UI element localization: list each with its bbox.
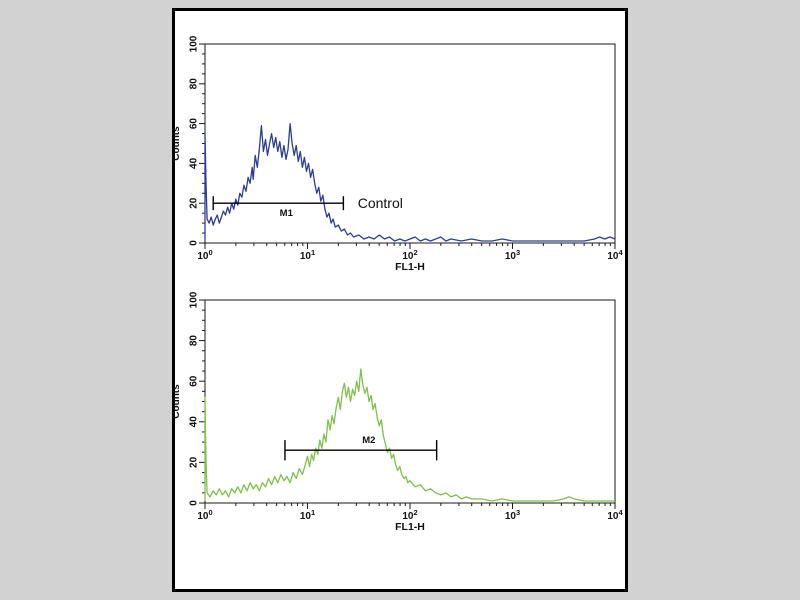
- y-tick-label: 40: [189, 416, 200, 428]
- x-tick-label: 101: [300, 248, 315, 262]
- x-tick-label: 100: [197, 508, 212, 522]
- y-tick-label: 100: [189, 291, 200, 308]
- x-tick-label: 102: [402, 508, 417, 522]
- y-axis-title: Counts: [171, 384, 182, 419]
- y-tick-label: 20: [189, 456, 200, 468]
- histogram-trace: [204, 368, 615, 502]
- y-tick-label: 60: [189, 118, 200, 130]
- x-axis-title: FL1-H: [395, 521, 425, 533]
- y-tick-label: 20: [189, 197, 200, 209]
- y-tick-label: 0: [189, 240, 200, 246]
- y-tick-label: 0: [189, 500, 200, 506]
- y-axis-title: Counts: [171, 126, 182, 161]
- marker-label: M2: [362, 435, 375, 446]
- annotation-label: Control: [358, 195, 403, 211]
- marker-label: M1: [280, 208, 294, 219]
- y-tick-label: 60: [189, 375, 200, 387]
- x-tick-label: 104: [607, 508, 623, 522]
- y-tick-label: 80: [189, 78, 200, 90]
- histogram-trace: [204, 122, 616, 242]
- y-tick-label: 100: [189, 35, 200, 52]
- x-tick-label: 104: [607, 248, 623, 262]
- y-tick-label: 80: [189, 335, 200, 347]
- x-tick-label: 102: [402, 248, 417, 262]
- x-tick-label: 103: [505, 248, 520, 262]
- plot-frame: [204, 299, 616, 504]
- top-histogram-panel: 0 20 40 60 80 100 100 101 102 103 104 Counts FL1-H M1…: [171, 35, 623, 273]
- x-axis-title: FL1-H: [395, 261, 425, 273]
- x-tick-label: 101: [300, 508, 315, 522]
- bottom-histogram-panel: 0 20 40 60 80 100 100 101 102 103 104 Counts FL1-H M2: [171, 291, 623, 533]
- x-tick-label: 100: [197, 248, 212, 262]
- y-tick-label: 40: [189, 157, 200, 169]
- x-tick-label: 103: [505, 508, 520, 522]
